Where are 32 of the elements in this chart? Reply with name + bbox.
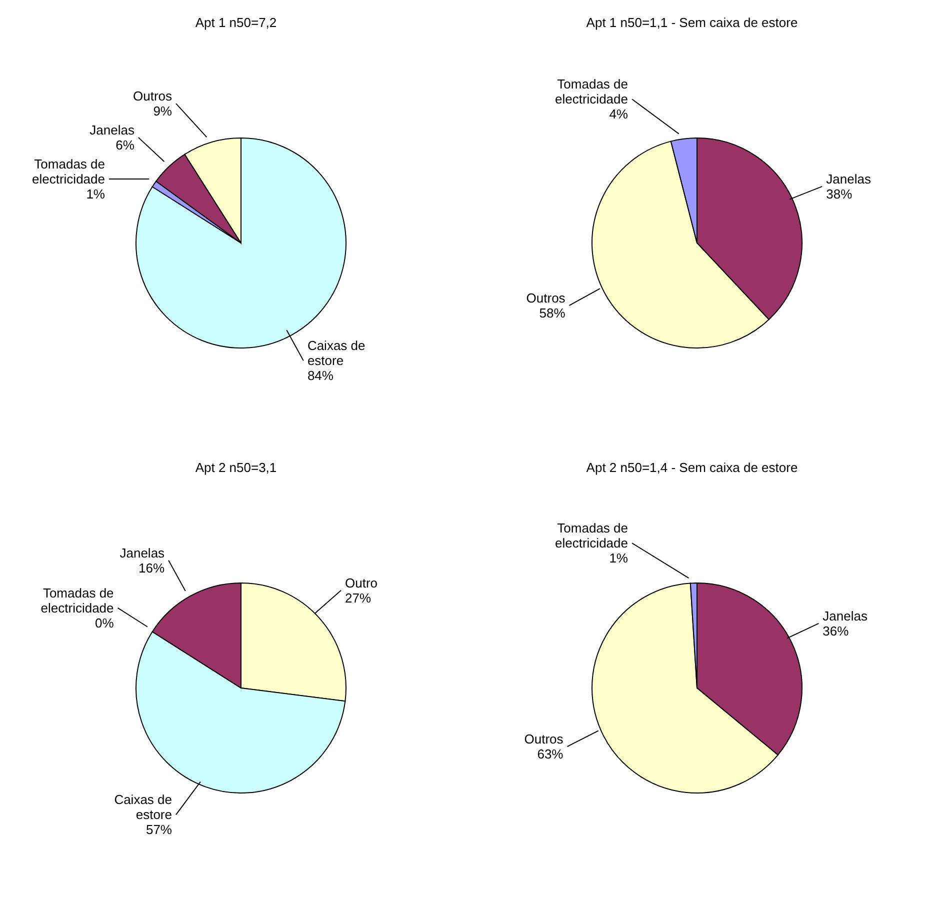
data-label: 4% bbox=[609, 106, 628, 122]
data-label: 36% bbox=[822, 623, 850, 638]
slice-label: Outros bbox=[526, 290, 566, 306]
data-label: 38% bbox=[826, 186, 853, 202]
slice-label: Janelas bbox=[90, 122, 135, 138]
slice-label: Caixas de estore bbox=[307, 338, 366, 368]
chart-title: Apt 1 n50=1,1 - Sem caixa de estore bbox=[585, 14, 799, 32]
slice-label: Outro bbox=[345, 575, 378, 590]
data-label: 58% bbox=[539, 305, 566, 320]
category-label: Tomadas de electricidade bbox=[40, 585, 114, 616]
slice-label: Tomadas de electricidade bbox=[32, 156, 106, 187]
data-label: 1% bbox=[86, 186, 106, 202]
slice-label: Outros bbox=[132, 88, 172, 104]
slice-label: Caixas de estore bbox=[114, 792, 172, 822]
data-label: 84% bbox=[307, 368, 334, 384]
chart-title: Apt 2 n50=1,4 - Sem caixa de estore bbox=[585, 459, 799, 477]
slice-label: Tomadas de electricidade bbox=[555, 76, 628, 107]
slice-label: Janelas bbox=[120, 545, 166, 560]
data-label: 57% bbox=[146, 822, 172, 838]
data-label: 6% bbox=[116, 138, 135, 153]
data-label: 1% bbox=[609, 550, 628, 566]
slice-label: Outros bbox=[524, 732, 564, 747]
chart-title: Apt 2 n50=3,1 bbox=[194, 459, 278, 477]
data-label: 27% bbox=[345, 590, 372, 606]
text: 0% bbox=[94, 615, 114, 630]
slice-label: Tomadas de electricidade bbox=[555, 520, 628, 551]
data-label: 16% bbox=[138, 560, 165, 576]
data-label: 63% bbox=[537, 746, 564, 762]
slice-label: Janelas bbox=[822, 608, 868, 624]
slice-label: Janelas bbox=[826, 171, 872, 186]
chart-title: Apt 1 n50=7,2 bbox=[194, 14, 278, 32]
data-label: 9% bbox=[153, 104, 172, 119]
